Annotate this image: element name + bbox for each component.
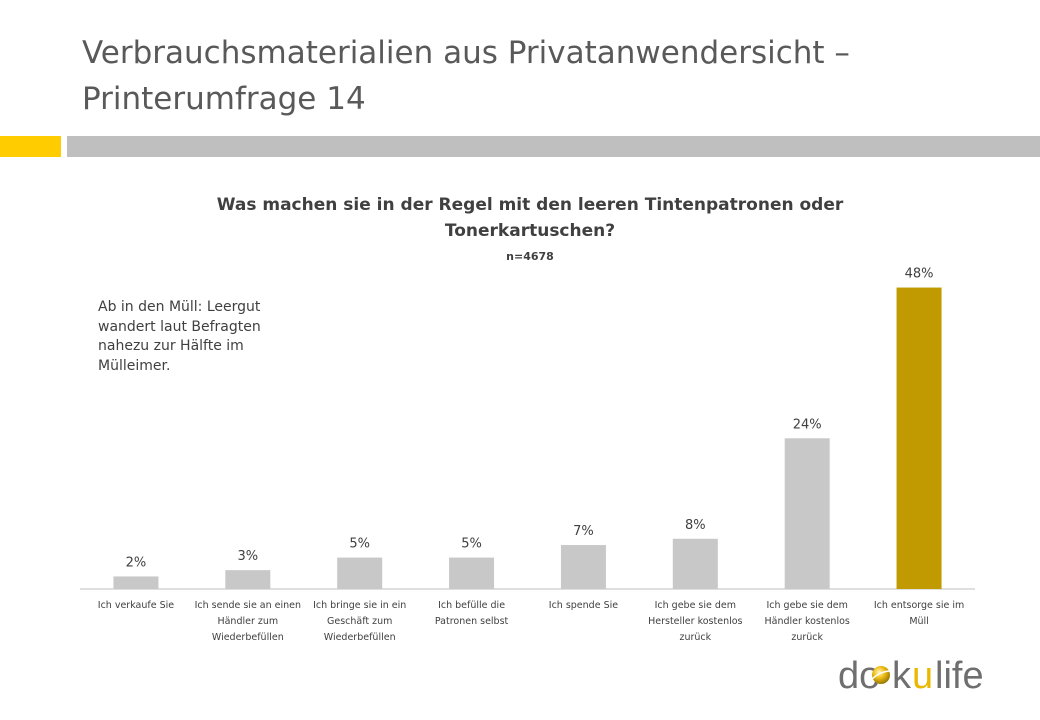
bar [784, 438, 830, 589]
title-accent-bar [0, 136, 61, 157]
bar [337, 557, 383, 589]
chart-title: Was machen sie in der Regel mit den leer… [216, 195, 844, 241]
bar [672, 538, 718, 589]
data-label: 3% [238, 549, 259, 564]
category-label: Ich entsorge sie im Müll [873, 600, 965, 627]
category-label: Ich verkaufe Sie [97, 600, 175, 611]
bar [225, 570, 271, 589]
category-label: Ich gebe sie dem Händler kostenlos zurüc… [764, 600, 850, 643]
logo-ball-icon [872, 666, 890, 684]
logo-swoosh-icon [870, 670, 895, 681]
chart-subtitle: n=4678 [506, 250, 554, 263]
logo-text-life: life [935, 655, 984, 697]
category-label: Ich bringe sie in ein Geschäft zum Wiede… [313, 600, 407, 643]
chart-annotation: Ab in den Müll: Leergut wandert laut Bef… [98, 299, 261, 374]
data-label: 5% [461, 537, 482, 552]
logo-text-k: k [892, 655, 912, 697]
bar [113, 576, 159, 589]
data-label: 8% [685, 518, 706, 533]
data-label: 2% [126, 555, 147, 570]
title-divider-bar [67, 136, 1040, 157]
dokulife-logo: do k u life [838, 655, 984, 697]
logo-text-u: u [912, 655, 933, 697]
category-label: Ich gebe sie dem Hersteller kostenlos zu… [648, 600, 743, 643]
category-label: Ich befülle die Patronen selbst [434, 600, 509, 627]
category-label: Ich sende sie an einen Händler zum Wiede… [194, 600, 302, 643]
bar [449, 557, 495, 589]
data-label: 24% [793, 417, 822, 432]
data-label: 48% [905, 267, 934, 282]
bar [560, 545, 606, 589]
category-label: Ich spende Sie [548, 600, 619, 611]
data-label: 7% [573, 524, 594, 539]
data-label: 5% [349, 537, 370, 552]
bar [896, 287, 942, 589]
slide-title: Verbrauchsmaterialien aus Privatanwender… [82, 35, 850, 117]
